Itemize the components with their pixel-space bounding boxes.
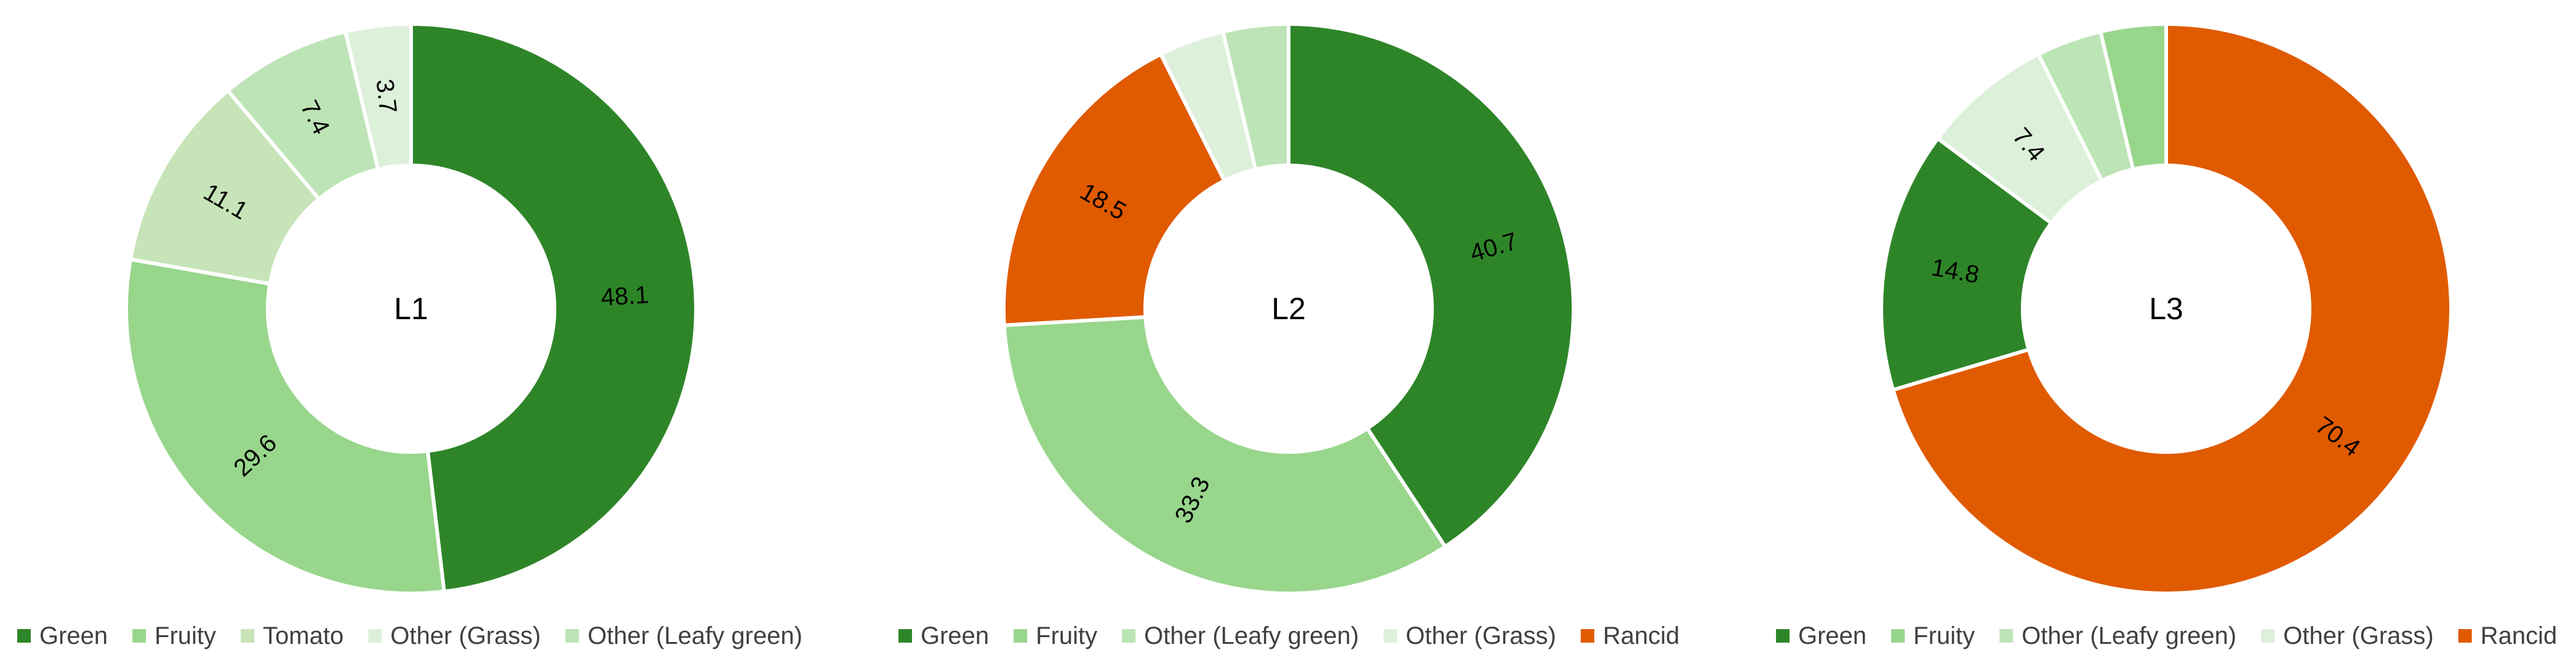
legend-label: Other (Leafy green) [1144,622,1359,649]
legend-label: Other (Grass) [2283,622,2433,649]
legend-label: Other (Grass) [1406,622,1556,649]
donut-center-label: L1 [394,291,428,326]
legend: Green Fruity Tomato Other (Grass) Other (Lea… [17,622,802,649]
legend-swatch [565,629,579,643]
legend-swatch [1999,629,2014,643]
donut-chart-l2: 40.733.318.5L2 [1002,22,1575,595]
legend-item: Other (Grass) [1383,622,1556,649]
legend-swatch [368,629,382,643]
donut-chart-l3: 70.414.87.4L3 [1879,22,2453,595]
slice-green [409,22,698,594]
legend-label: Green [39,622,108,649]
slice-fruity [124,257,447,595]
legend-item: Other (Leafy green) [1999,622,2236,649]
legend-label: Other (Leafy green) [2022,622,2236,649]
legend: Green Fruity Other (Leafy green) Other (Gra… [898,622,1679,649]
legend-swatch [1383,629,1398,643]
legend-swatch [1580,629,1594,643]
legend-item: Tomato [241,622,343,649]
slice-rancid [1890,22,2453,595]
slice-fruity [2098,22,2168,172]
donut-center-label: L3 [2149,291,2183,326]
legend-item: Green [17,622,108,649]
legend-item: Other (Leafy green) [1122,622,1359,649]
legend-swatch [898,629,912,643]
legend: Green Fruity Other (Leafy green) Other (Gra… [1776,622,2557,649]
legend-item: Other (Grass) [2261,622,2434,649]
legend-label: Other (Grass) [390,622,540,649]
legend-swatch [1891,629,1905,643]
legend-label: Green [1798,622,1866,649]
slice-green [1287,22,1575,549]
legend-item: Green [898,622,989,649]
legend-item: Rancid [1580,622,1680,649]
slice-rancid [1002,52,1227,328]
slice-value-label: 48.1 [600,282,649,311]
legend-item: Other (Leafy green) [565,622,802,649]
legend-swatch [2261,629,2275,643]
slice-other-leafy-green [1220,22,1290,172]
donut-center-label: L2 [1271,291,1306,326]
legend-item: Fruity [132,622,216,649]
legend-swatch [2458,629,2472,643]
legend-item: Green [1776,622,1866,649]
legend-label: Fruity [1913,622,1975,649]
legend-label: Rancid [2481,622,2558,649]
legend-label: Fruity [1036,622,1097,649]
legend-label: Fruity [154,622,216,649]
legend-label: Rancid [1603,622,1680,649]
legend-swatch [132,629,146,643]
legend-swatch [1122,629,1136,643]
slice-fruity [1002,315,1448,595]
legend-item: Other (Grass) [368,622,541,649]
legend-item: Fruity [1014,622,1097,649]
legend-label: Other (Leafy green) [588,622,802,649]
slice-tomato [128,88,322,287]
legend-item: Fruity [1891,622,1975,649]
legend-swatch [17,629,31,643]
legend-label: Green [921,622,989,649]
legend-swatch [1776,629,1790,643]
legend-label: Tomato [263,622,343,649]
slice-other-grass [343,22,413,172]
legend-swatch [1014,629,1028,643]
slice-green [1879,135,2054,392]
legend-swatch [241,629,255,643]
slice-value-label: 3.7 [371,77,402,114]
legend-item: Rancid [2458,622,2558,649]
donut-chart-l1: 48.129.611.17.4 3.7L1 [124,22,698,595]
